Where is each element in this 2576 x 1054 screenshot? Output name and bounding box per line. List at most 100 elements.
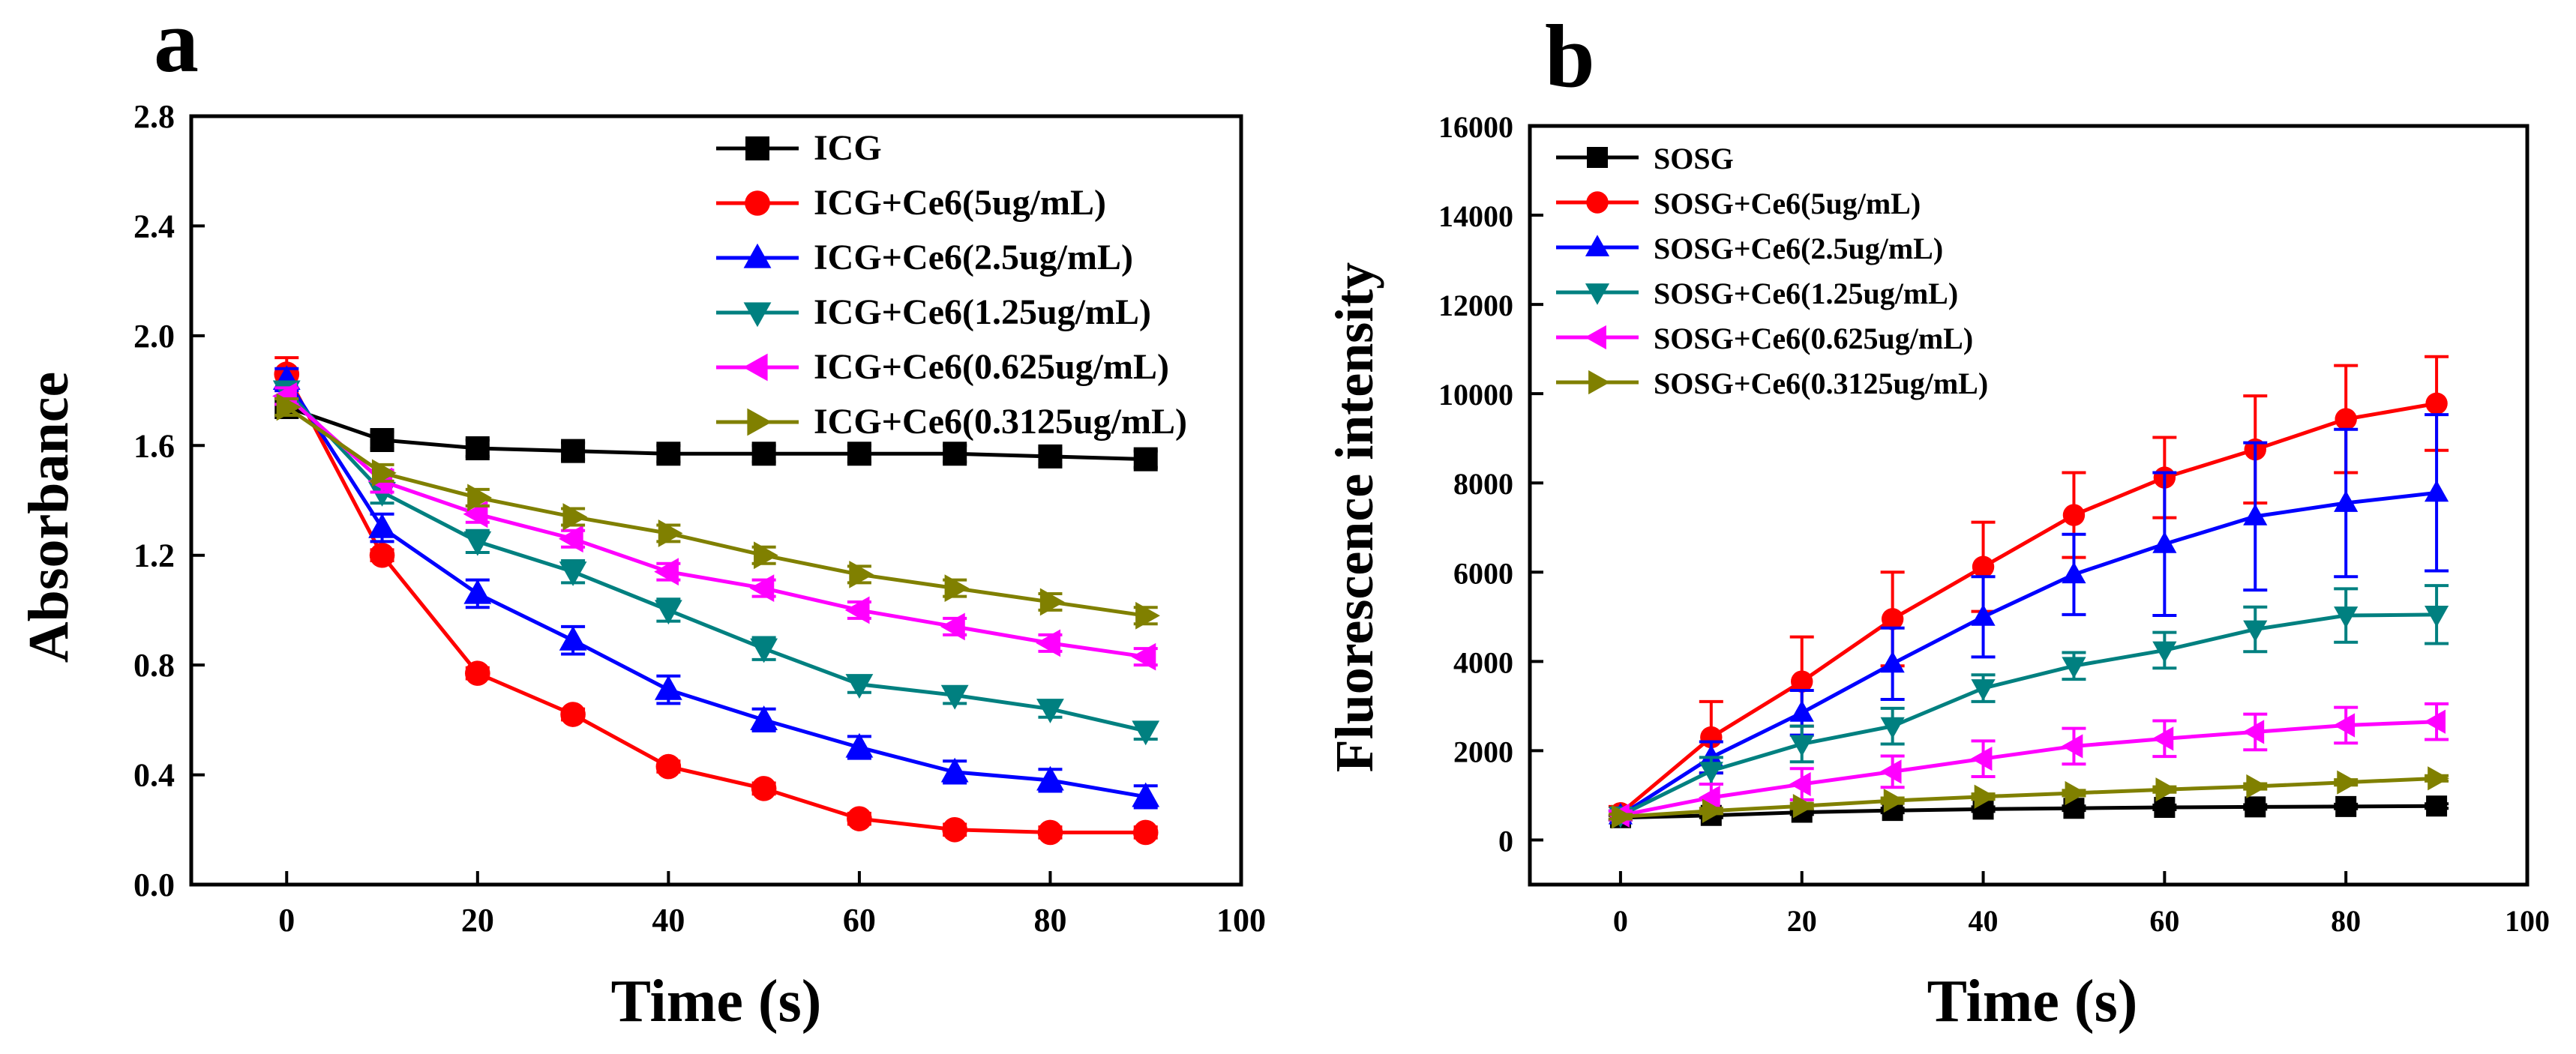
data-point: [1036, 629, 1061, 657]
series-line: [1619, 401, 2437, 815]
data-point: [2425, 392, 2448, 415]
data-point: [943, 442, 967, 466]
data-point: [1972, 555, 1995, 578]
legend-label: ICG+Ce6(0.3125ug/mL): [814, 402, 1187, 442]
data-point: [654, 558, 679, 586]
data-point: [2154, 797, 2176, 819]
y-tick-label: 14000: [1438, 199, 1513, 233]
data-point: [654, 600, 682, 625]
x-tick-label: 80: [2331, 904, 2361, 938]
data-point: [658, 520, 683, 547]
data-point: [1132, 782, 1160, 807]
y-tick-label: 2000: [1453, 735, 1513, 768]
data-point: [944, 574, 970, 603]
data-point: [368, 513, 396, 538]
data-point: [750, 638, 778, 663]
legend-marker: [742, 353, 768, 382]
series-line: [1619, 490, 2437, 817]
y-tick-label: 0.0: [133, 867, 175, 903]
data-point: [849, 560, 874, 588]
plot-frame: [1528, 124, 2530, 887]
data-point: [560, 702, 586, 727]
data-point: [562, 503, 588, 531]
legend-label: ICG+Ce6(2.5ug/mL): [814, 238, 1133, 277]
legend-label: ICG: [814, 128, 882, 168]
series-line: [285, 379, 1147, 799]
series-line: [1620, 776, 2437, 819]
data-point: [847, 806, 872, 831]
data-point: [845, 732, 874, 758]
series-line: [285, 394, 1147, 659]
data-point: [2334, 606, 2359, 628]
series-5: [1608, 766, 2449, 829]
legend-marker: [1585, 235, 1610, 256]
x-tick-label: 100: [2505, 904, 2550, 938]
legend-label: ICG+Ce6(5ug/mL): [814, 183, 1106, 223]
legend-label: SOSG+Ce6(2.5ug/mL): [1654, 232, 1943, 265]
y-tick-label: 0: [1498, 824, 1513, 858]
y-tick-label: 10000: [1438, 378, 1513, 412]
data-point: [844, 596, 870, 624]
data-point: [1132, 720, 1160, 746]
x-tick-label: 60: [2149, 904, 2179, 938]
y-tick-label: 0.4: [133, 757, 175, 794]
data-point: [2333, 713, 2356, 738]
y-tick-label: 12000: [1438, 289, 1513, 322]
x-tick-label: 0: [278, 902, 295, 939]
data-point: [2062, 657, 2086, 679]
data-point: [467, 484, 493, 512]
series-4: [272, 382, 1158, 671]
data-point: [463, 579, 492, 604]
y-tick-label: 0.8: [133, 647, 175, 684]
data-point: [1879, 759, 1902, 784]
legend-marker: [1585, 283, 1610, 305]
data-point: [2246, 774, 2269, 799]
legend-label: ICG+Ce6(1.25ug/mL): [814, 292, 1151, 332]
legend-label: ICG+Ce6(0.625ug/mL): [814, 347, 1169, 387]
series-0: [274, 395, 1158, 472]
data-point: [276, 393, 301, 421]
data-point: [2152, 726, 2174, 751]
series-line: [1620, 720, 2437, 818]
data-point: [370, 427, 394, 452]
series-line: [285, 405, 1147, 618]
panel-b-chart: 0 20 40 60 80 100 0 2000 4000 6000 8000 10000 12000 1…: [1438, 110, 2550, 938]
data-point: [561, 439, 586, 463]
y-tick-label: 8000: [1453, 467, 1513, 501]
panel-a-xlabel: Time (s): [611, 969, 822, 1035]
y-tick-label: 2.4: [133, 208, 175, 244]
data-point: [654, 675, 682, 700]
panel-a-ylabel: Absorbance: [17, 372, 80, 663]
data-point: [1132, 819, 1159, 846]
data-point: [2424, 605, 2449, 627]
data-point: [1974, 784, 1996, 809]
panel-a-label: a: [154, 0, 199, 91]
legend-label: SOSG+Ce6(0.3125ug/mL): [1654, 367, 1988, 400]
series-line: [1620, 804, 2437, 820]
data-point: [371, 459, 397, 487]
data-point: [2424, 480, 2449, 502]
panel-b-xlabel: Time (s): [1927, 969, 2138, 1035]
x-tick-label: 20: [461, 902, 494, 939]
x-tick-label: 40: [1969, 904, 1999, 938]
data-point: [2245, 796, 2266, 818]
series-line: [285, 389, 1147, 733]
data-point: [1789, 771, 1811, 797]
panel-b-ylabel: Fluorescence intensity: [1324, 262, 1384, 773]
plot-frame: [189, 114, 1243, 887]
data-point: [655, 753, 682, 780]
data-point: [465, 436, 490, 460]
data-point: [1135, 601, 1160, 630]
legend-label: SOSG+Ce6(1.25ug/mL): [1654, 277, 1958, 310]
data-point: [2337, 770, 2359, 795]
data-point: [845, 674, 874, 699]
data-point: [559, 625, 587, 651]
y-tick-label: 4000: [1453, 645, 1513, 679]
data-point: [2152, 641, 2177, 663]
data-point: [751, 442, 776, 466]
data-point: [2426, 795, 2448, 817]
x-tick-label: 80: [1033, 902, 1066, 939]
legend-marker: [1588, 370, 1610, 395]
legend: ICG ICG+Ce6(5ug/mL) ICG+Ce6(2.5ug/mL) ICG+C…: [716, 128, 1187, 442]
